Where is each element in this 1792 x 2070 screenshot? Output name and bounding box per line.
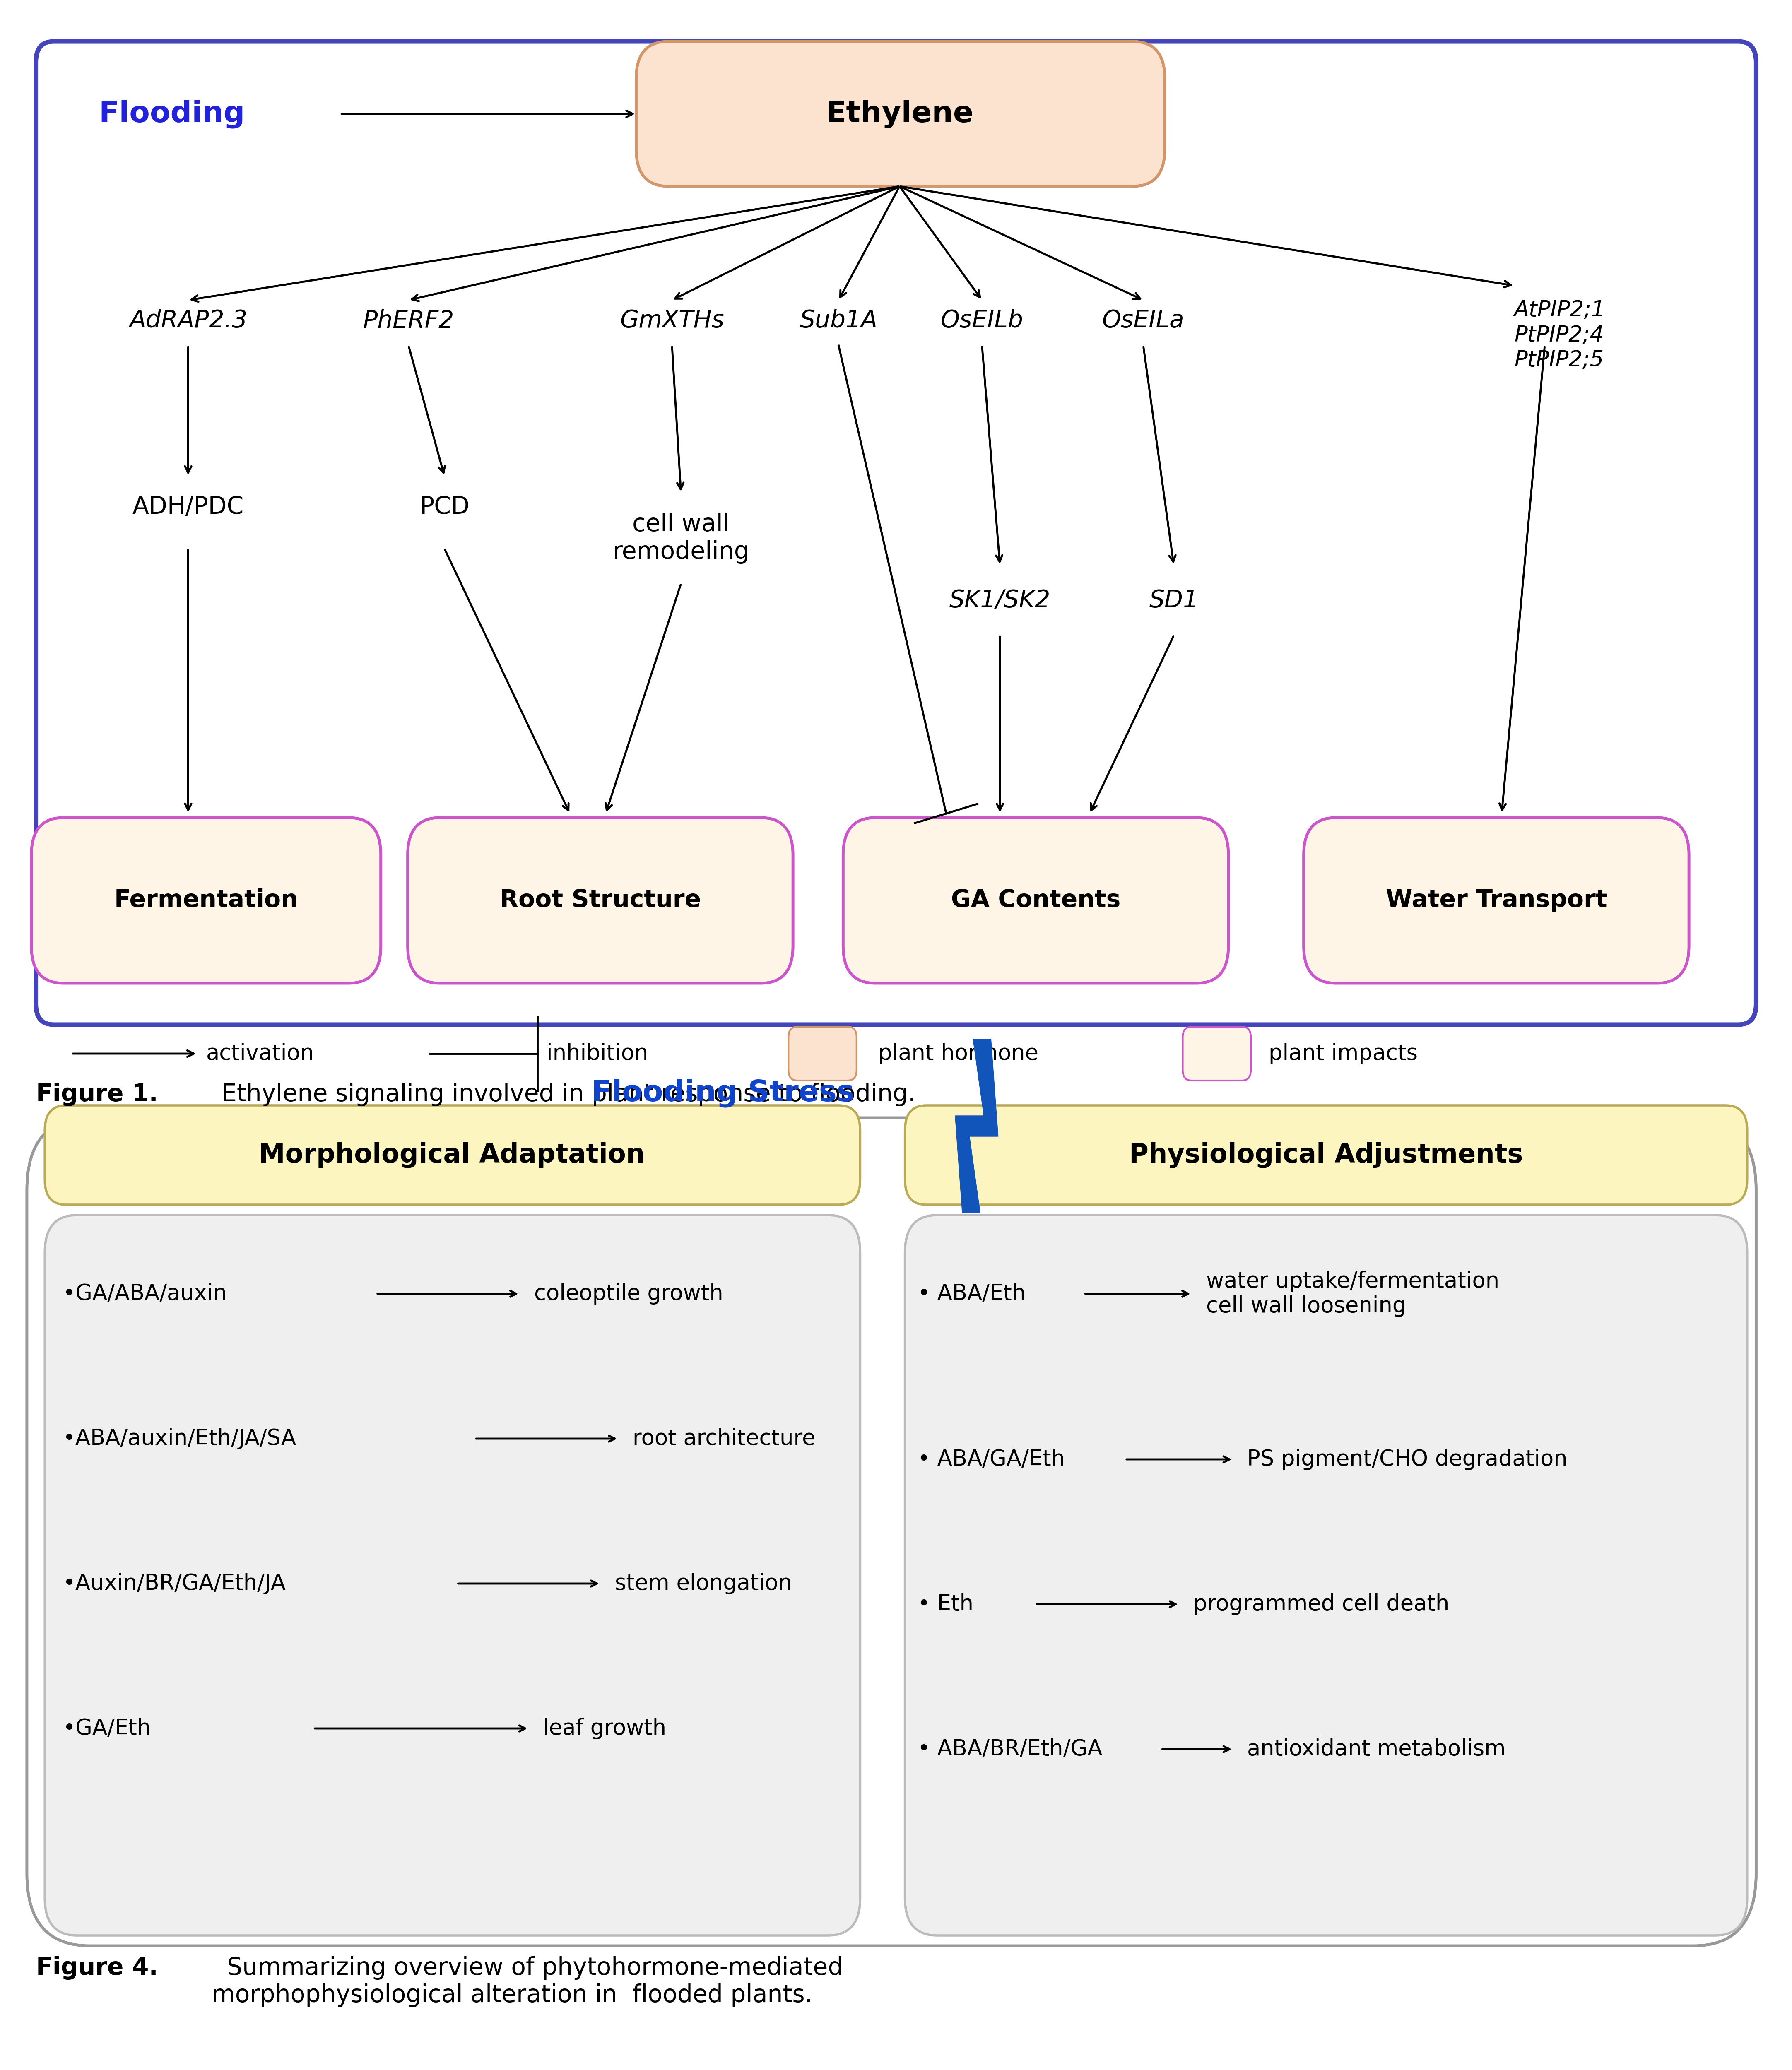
FancyBboxPatch shape <box>409 818 792 983</box>
Text: plant impacts: plant impacts <box>1269 1043 1417 1064</box>
Text: activation: activation <box>206 1043 314 1064</box>
Text: SK1/SK2: SK1/SK2 <box>950 588 1050 613</box>
Text: Sub1A: Sub1A <box>799 308 878 333</box>
Text: • ABA/GA/Eth: • ABA/GA/Eth <box>918 1449 1064 1470</box>
Text: leaf growth: leaf growth <box>543 1718 667 1739</box>
Text: inhibition: inhibition <box>547 1043 649 1064</box>
Text: Water Transport: Water Transport <box>1385 888 1607 913</box>
Text: Flooding Stress: Flooding Stress <box>591 1078 855 1107</box>
FancyBboxPatch shape <box>1183 1027 1251 1081</box>
Text: Root Structure: Root Structure <box>500 888 701 913</box>
Text: Flooding: Flooding <box>99 99 246 128</box>
Text: cell wall
remodeling: cell wall remodeling <box>613 513 749 563</box>
Text: SD1: SD1 <box>1149 588 1199 613</box>
Polygon shape <box>955 1039 998 1213</box>
Text: •GA/ABA/auxin: •GA/ABA/auxin <box>63 1283 228 1304</box>
Text: programmed cell death: programmed cell death <box>1193 1594 1450 1615</box>
Text: Summarizing overview of phytohormone-mediated
morphophysiological alteration in : Summarizing overview of phytohormone-med… <box>211 1956 842 2008</box>
Text: GmXTHs: GmXTHs <box>620 308 724 333</box>
FancyBboxPatch shape <box>788 1027 857 1081</box>
Text: Ethylene: Ethylene <box>826 99 973 128</box>
FancyBboxPatch shape <box>842 818 1229 983</box>
Text: AdRAP2.3: AdRAP2.3 <box>129 308 247 333</box>
Text: Ethylene signaling involved in plant response to flooding.: Ethylene signaling involved in plant res… <box>206 1083 916 1105</box>
Text: coleoptile growth: coleoptile growth <box>534 1283 724 1304</box>
Text: OsEILb: OsEILb <box>941 308 1023 333</box>
FancyBboxPatch shape <box>36 41 1756 1025</box>
FancyBboxPatch shape <box>636 41 1165 186</box>
Text: GA Contents: GA Contents <box>952 888 1120 913</box>
Text: Physiological Adjustments: Physiological Adjustments <box>1129 1143 1523 1167</box>
Text: • Eth: • Eth <box>918 1594 973 1615</box>
FancyBboxPatch shape <box>905 1215 1747 1935</box>
Text: PCD: PCD <box>419 495 470 520</box>
Text: Figure 1.: Figure 1. <box>36 1083 158 1105</box>
Text: root architecture: root architecture <box>633 1428 815 1449</box>
Text: PhERF2: PhERF2 <box>364 308 453 333</box>
Text: plant hormone: plant hormone <box>878 1043 1038 1064</box>
Text: •Auxin/BR/GA/Eth/JA: •Auxin/BR/GA/Eth/JA <box>63 1573 287 1594</box>
Text: PS pigment/CHO degradation: PS pigment/CHO degradation <box>1247 1449 1568 1470</box>
Text: •ABA/auxin/Eth/JA/SA: •ABA/auxin/Eth/JA/SA <box>63 1428 296 1449</box>
Text: • ABA/Eth: • ABA/Eth <box>918 1283 1025 1304</box>
Text: • ABA/BR/Eth/GA: • ABA/BR/Eth/GA <box>918 1739 1102 1760</box>
FancyBboxPatch shape <box>27 1118 1756 1946</box>
Text: •GA/Eth: •GA/Eth <box>63 1718 151 1739</box>
Text: ADH/PDC: ADH/PDC <box>133 495 244 520</box>
Text: antioxidant metabolism: antioxidant metabolism <box>1247 1739 1505 1760</box>
Text: Figure 4.: Figure 4. <box>36 1956 158 1979</box>
FancyBboxPatch shape <box>1303 818 1688 983</box>
Text: Morphological Adaptation: Morphological Adaptation <box>258 1143 645 1167</box>
FancyBboxPatch shape <box>45 1105 860 1205</box>
Text: water uptake/fermentation
cell wall loosening: water uptake/fermentation cell wall loos… <box>1206 1271 1500 1317</box>
FancyBboxPatch shape <box>32 818 380 983</box>
FancyBboxPatch shape <box>45 1215 860 1935</box>
Text: AtPIP2;1
PtPIP2;4
PtPIP2;5: AtPIP2;1 PtPIP2;4 PtPIP2;5 <box>1514 300 1606 371</box>
Text: OsEILa: OsEILa <box>1102 308 1185 333</box>
Text: Fermentation: Fermentation <box>115 888 297 913</box>
Text: stem elongation: stem elongation <box>615 1573 792 1594</box>
FancyBboxPatch shape <box>905 1105 1747 1205</box>
